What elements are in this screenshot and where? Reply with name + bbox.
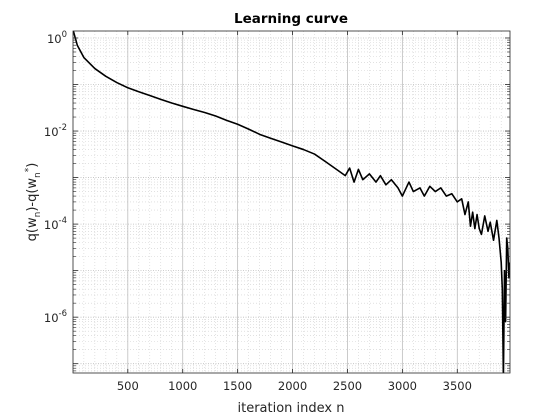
x-tick-label: 2500 [333,379,362,393]
x-axis-label: iteration index n [238,401,345,416]
chart-title: Learning curve [234,11,348,27]
y-label-sub-b: n [33,172,43,178]
y-label-part-c: ) [25,163,40,168]
x-tick-label: 1500 [223,379,252,393]
y-label-part-b: )-q(w [25,178,40,212]
y-label-part-a: q(w [25,217,40,241]
x-tick-label: 3000 [388,379,417,393]
x-tick-label: 2000 [278,379,307,393]
x-tick-label: 1000 [168,379,197,393]
x-tick-label: 3500 [443,379,472,393]
x-tick-label: 500 [117,379,139,393]
